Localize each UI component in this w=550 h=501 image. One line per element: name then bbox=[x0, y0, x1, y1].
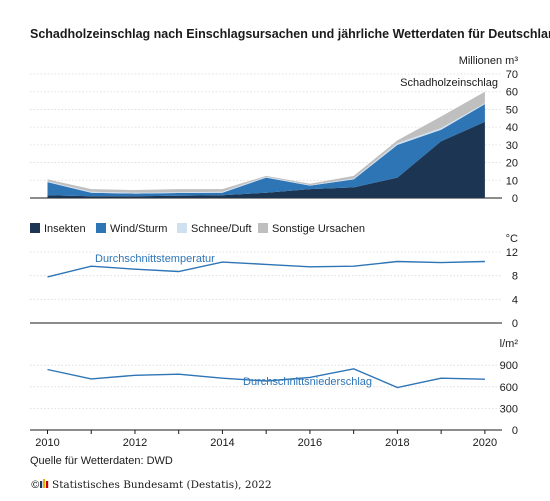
precipitation-unit-label: l/m² bbox=[500, 338, 519, 350]
year-tick-label: 2012 bbox=[123, 437, 147, 449]
damaged-wood-y-tick-label: 0 bbox=[512, 193, 518, 205]
legend-label-wind: Wind/Sturm bbox=[110, 223, 167, 235]
precipitation-y-tick-label: 0 bbox=[512, 425, 518, 437]
damaged-wood-y-tick-label: 60 bbox=[506, 87, 518, 99]
precipitation-series-line bbox=[47, 368, 485, 389]
damaged-wood-y-tick-label: 10 bbox=[506, 175, 518, 187]
year-tick-label: 2014 bbox=[210, 437, 234, 449]
area-series-wind bbox=[47, 104, 485, 197]
precipitation-line bbox=[47, 368, 485, 389]
copyright-text: Statistisches Bundesamt (Destatis), 2022 bbox=[52, 479, 272, 491]
temperature-line bbox=[47, 260, 485, 278]
chart-title: Schadholzeinschlag nach Einschlagsursach… bbox=[30, 27, 550, 41]
legend-label-schnee: Schnee/Duft bbox=[191, 223, 252, 235]
damaged-wood-y-tick-label: 40 bbox=[506, 122, 518, 134]
destatis-logo-icon bbox=[40, 479, 49, 488]
damaged-wood-panel: 0 10 20 30 40 50 60 70 Millionen m³ Schadholzei… bbox=[30, 55, 518, 205]
area-series-sonstige bbox=[47, 91, 485, 193]
temperature-gridlines bbox=[30, 251, 502, 324]
damaged-wood-y-tick-label: 70 bbox=[506, 69, 518, 81]
precipitation-y-ticks: 0 300 600 900 bbox=[500, 360, 518, 437]
legend-label-sonstige: Sonstige Ursachen bbox=[272, 223, 365, 235]
damaged-wood-unit-label: Millionen m³ bbox=[459, 55, 519, 67]
temperature-y-tick-label: 0 bbox=[512, 318, 518, 330]
chart-legend: Insekten Wind/Sturm Schnee/Duft Sonstige… bbox=[30, 223, 365, 235]
damaged-wood-y-tick-label: 20 bbox=[506, 158, 518, 170]
damaged-wood-areas bbox=[47, 91, 485, 198]
source-note: Quelle für Wetterdaten: DWD bbox=[30, 455, 173, 467]
damaged-wood-y-tick-label: 30 bbox=[506, 140, 518, 152]
damaged-wood-y-tick-label: 50 bbox=[506, 104, 518, 116]
precipitation-y-tick-label: 600 bbox=[500, 382, 518, 394]
copyright-symbol: © bbox=[30, 479, 41, 491]
temperature-series-label: Durchschnittstemperatur bbox=[95, 253, 215, 265]
temperature-y-tick-label: 4 bbox=[512, 294, 518, 306]
temperature-series-line bbox=[47, 260, 485, 278]
legend-swatch-schnee bbox=[177, 223, 187, 233]
damaged-wood-total-label: Schadholzeinschlag bbox=[400, 77, 498, 89]
temperature-y-tick-label: 12 bbox=[506, 247, 518, 259]
temperature-panel: 0 4 8 12 °C Durchschnittstemperatur bbox=[30, 233, 518, 330]
legend-label-insekten: Insekten bbox=[44, 223, 86, 235]
year-axis: 2010 2012 2014 2016 2018 2020 bbox=[35, 430, 497, 449]
temperature-y-tick-label: 8 bbox=[512, 271, 518, 283]
legend-swatch-sonstige bbox=[258, 223, 268, 233]
precipitation-y-tick-label: 300 bbox=[500, 403, 518, 415]
year-tick-label: 2018 bbox=[385, 437, 409, 449]
precipitation-series-label: Durchschnittsniederschlag bbox=[243, 376, 372, 388]
precipitation-panel: 0 300 600 900 l/m² Durchschnittsniederschla… bbox=[30, 338, 518, 437]
damaged-wood-y-ticks: 0 10 20 30 40 50 60 70 bbox=[506, 69, 518, 205]
precipitation-gridlines bbox=[30, 364, 502, 431]
year-tick-label: 2010 bbox=[35, 437, 59, 449]
year-tick-label: 2016 bbox=[298, 437, 322, 449]
legend-swatch-wind bbox=[96, 223, 106, 233]
legend-swatch-insekten bbox=[30, 223, 40, 233]
year-tick-label: 2020 bbox=[473, 437, 497, 449]
temperature-unit-label: °C bbox=[506, 233, 518, 245]
temperature-y-ticks: 0 4 8 12 bbox=[506, 247, 518, 330]
area-series-insekten bbox=[47, 121, 485, 198]
precipitation-y-tick-label: 900 bbox=[500, 360, 518, 372]
